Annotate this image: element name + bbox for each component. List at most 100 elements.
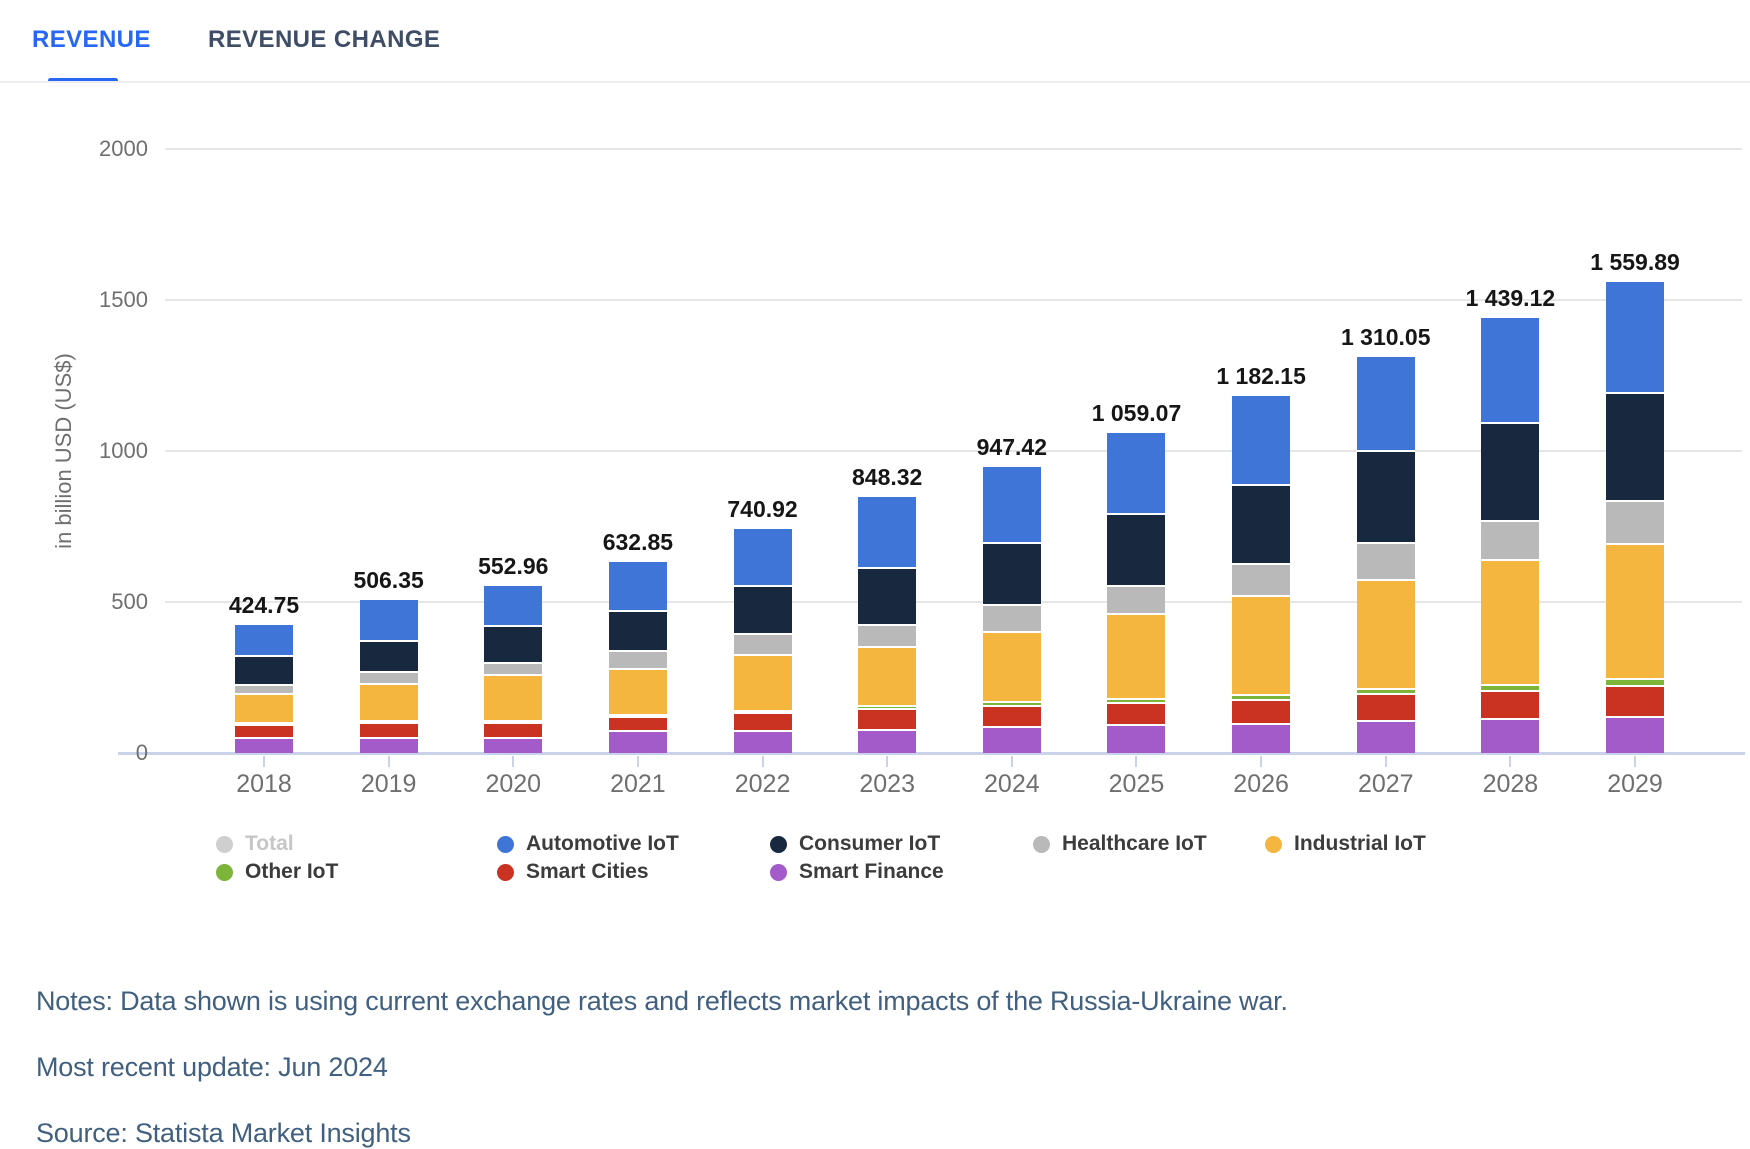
stacked-bar-2018 — [235, 624, 293, 753]
bar-segment-smart-cities-2020[interactable] — [484, 723, 543, 739]
stacked-bar-2022 — [733, 529, 792, 753]
bar-segment-healthcare-iot-2022[interactable] — [733, 635, 792, 657]
bar-segment-smart-finance-2026[interactable] — [1232, 725, 1291, 753]
bar-segment-other-iot-2018[interactable] — [235, 724, 293, 727]
bar-segment-industrial-iot-2021[interactable] — [608, 669, 667, 716]
bar-segment-industrial-iot-2026[interactable] — [1232, 597, 1291, 697]
bar-segment-automotive-iot-2024[interactable] — [982, 466, 1041, 544]
bar-segment-healthcare-iot-2021[interactable] — [608, 651, 667, 670]
bar-segment-consumer-iot-2019[interactable] — [359, 641, 418, 674]
bar-segment-consumer-iot-2022[interactable] — [733, 587, 792, 636]
bar-segment-healthcare-iot-2019[interactable] — [359, 673, 418, 685]
bar-segment-smart-cities-2024[interactable] — [982, 706, 1041, 728]
bar-segment-smart-cities-2027[interactable] — [1356, 695, 1415, 723]
x-axis-tick-2020 — [512, 756, 515, 767]
bar-segment-other-iot-2029[interactable] — [1606, 680, 1665, 687]
tab-revenue[interactable]: REVENUE — [32, 26, 151, 53]
bar-segment-smart-finance-2023[interactable] — [858, 731, 917, 753]
bar-segment-automotive-iot-2018[interactable] — [235, 624, 293, 657]
bar-segment-consumer-iot-2025[interactable] — [1107, 514, 1166, 588]
bar-segment-other-iot-2019[interactable] — [359, 722, 418, 725]
bar-segment-consumer-iot-2020[interactable] — [484, 627, 543, 665]
bar-segment-industrial-iot-2023[interactable] — [858, 647, 917, 708]
y-gridline-1500 — [165, 299, 1742, 301]
bar-segment-healthcare-iot-2029[interactable] — [1606, 501, 1665, 545]
y-gridline-500 — [165, 601, 1742, 603]
bar-segment-consumer-iot-2028[interactable] — [1481, 423, 1540, 523]
bar-segment-consumer-iot-2024[interactable] — [982, 543, 1041, 607]
bar-segment-industrial-iot-2025[interactable] — [1107, 614, 1166, 700]
bar-segment-smart-cities-2023[interactable] — [858, 709, 917, 731]
bar-segment-healthcare-iot-2023[interactable] — [858, 626, 917, 648]
bar-segment-consumer-iot-2018[interactable] — [235, 656, 293, 686]
bar-segment-industrial-iot-2024[interactable] — [982, 632, 1041, 704]
x-axis-tick-2024 — [1010, 756, 1013, 767]
bar-segment-other-iot-2022[interactable] — [733, 711, 792, 714]
bar-segment-smart-cities-2028[interactable] — [1481, 691, 1540, 720]
bar-segment-smart-finance-2020[interactable] — [484, 738, 543, 753]
bar-segment-automotive-iot-2029[interactable] — [1606, 281, 1665, 394]
x-axis-label-2026: 2026 — [1233, 770, 1289, 798]
bar-segment-healthcare-iot-2026[interactable] — [1232, 565, 1291, 598]
bar-segment-other-iot-2023[interactable] — [858, 707, 917, 710]
bar-segment-smart-cities-2022[interactable] — [733, 713, 792, 732]
bar-segment-smart-cities-2026[interactable] — [1232, 700, 1291, 726]
bar-segment-healthcare-iot-2025[interactable] — [1107, 587, 1166, 615]
bar-segment-consumer-iot-2021[interactable] — [608, 612, 667, 652]
legend-dot-smart-cities — [497, 864, 514, 881]
bar-segment-automotive-iot-2026[interactable] — [1232, 396, 1291, 486]
bar-segment-automotive-iot-2025[interactable] — [1107, 433, 1166, 515]
bar-segment-other-iot-2027[interactable] — [1356, 690, 1415, 696]
bar-segment-smart-cities-2018[interactable] — [235, 726, 293, 740]
bar-segment-other-iot-2026[interactable] — [1232, 696, 1291, 701]
bar-segment-other-iot-2020[interactable] — [484, 721, 543, 724]
bar-segment-automotive-iot-2028[interactable] — [1481, 318, 1540, 424]
x-axis-tick-2027 — [1384, 756, 1387, 767]
bar-segment-smart-finance-2022[interactable] — [733, 731, 792, 753]
bar-segment-smart-cities-2021[interactable] — [608, 718, 667, 732]
bar-segment-smart-finance-2029[interactable] — [1606, 717, 1665, 753]
bar-segment-industrial-iot-2022[interactable] — [733, 656, 792, 712]
bar-segment-automotive-iot-2027[interactable] — [1356, 357, 1415, 452]
bar-segment-smart-finance-2024[interactable] — [982, 727, 1041, 753]
bar-segment-smart-cities-2025[interactable] — [1107, 703, 1166, 726]
bar-segment-smart-finance-2027[interactable] — [1356, 722, 1415, 753]
bar-segment-consumer-iot-2027[interactable] — [1356, 451, 1415, 544]
bar-segment-automotive-iot-2023[interactable] — [858, 496, 917, 569]
bar-segment-smart-finance-2028[interactable] — [1481, 719, 1540, 753]
bar-segment-other-iot-2021[interactable] — [608, 716, 667, 718]
bar-segment-smart-cities-2019[interactable] — [359, 724, 418, 739]
x-axis-label-2025: 2025 — [1108, 770, 1165, 798]
bar-segment-industrial-iot-2028[interactable] — [1481, 561, 1540, 687]
bar-segment-other-iot-2028[interactable] — [1481, 686, 1540, 692]
tab-revenue-change[interactable]: REVENUE CHANGE — [208, 26, 441, 53]
bar-segment-industrial-iot-2019[interactable] — [359, 684, 418, 723]
bar-segment-industrial-iot-2020[interactable] — [484, 676, 543, 722]
bar-segment-consumer-iot-2029[interactable] — [1606, 394, 1665, 502]
bar-segment-industrial-iot-2018[interactable] — [235, 695, 293, 725]
bar-segment-healthcare-iot-2027[interactable] — [1356, 543, 1415, 581]
bar-segment-smart-finance-2018[interactable] — [235, 739, 293, 753]
bar-segment-consumer-iot-2023[interactable] — [858, 568, 917, 627]
bar-segment-industrial-iot-2029[interactable] — [1606, 544, 1665, 681]
bar-segment-other-iot-2025[interactable] — [1107, 699, 1166, 704]
bar-segment-automotive-iot-2021[interactable] — [608, 561, 667, 613]
bar-segment-smart-finance-2021[interactable] — [608, 731, 667, 753]
bar-segment-automotive-iot-2022[interactable] — [733, 529, 792, 588]
bar-segment-other-iot-2024[interactable] — [982, 703, 1041, 707]
bar-segment-industrial-iot-2027[interactable] — [1356, 580, 1415, 691]
bar-segment-smart-finance-2019[interactable] — [359, 738, 418, 753]
bar-segment-automotive-iot-2020[interactable] — [484, 586, 543, 628]
y-tick-label-1500: 1500 — [99, 287, 148, 312]
bar-segment-healthcare-iot-2024[interactable] — [982, 606, 1041, 633]
bar-segment-healthcare-iot-2018[interactable] — [235, 685, 293, 696]
bar-segment-automotive-iot-2019[interactable] — [359, 600, 418, 642]
bar-segment-healthcare-iot-2028[interactable] — [1481, 522, 1540, 562]
bar-segment-smart-cities-2029[interactable] — [1606, 686, 1665, 718]
bar-segment-smart-finance-2025[interactable] — [1107, 725, 1166, 753]
bar-segment-consumer-iot-2026[interactable] — [1232, 485, 1291, 566]
x-axis-tick-2028 — [1509, 756, 1512, 767]
x-axis-tick-2022 — [761, 756, 764, 767]
bar-segment-healthcare-iot-2020[interactable] — [484, 664, 543, 677]
bar-total-label-2019: 506.35 — [353, 567, 424, 594]
